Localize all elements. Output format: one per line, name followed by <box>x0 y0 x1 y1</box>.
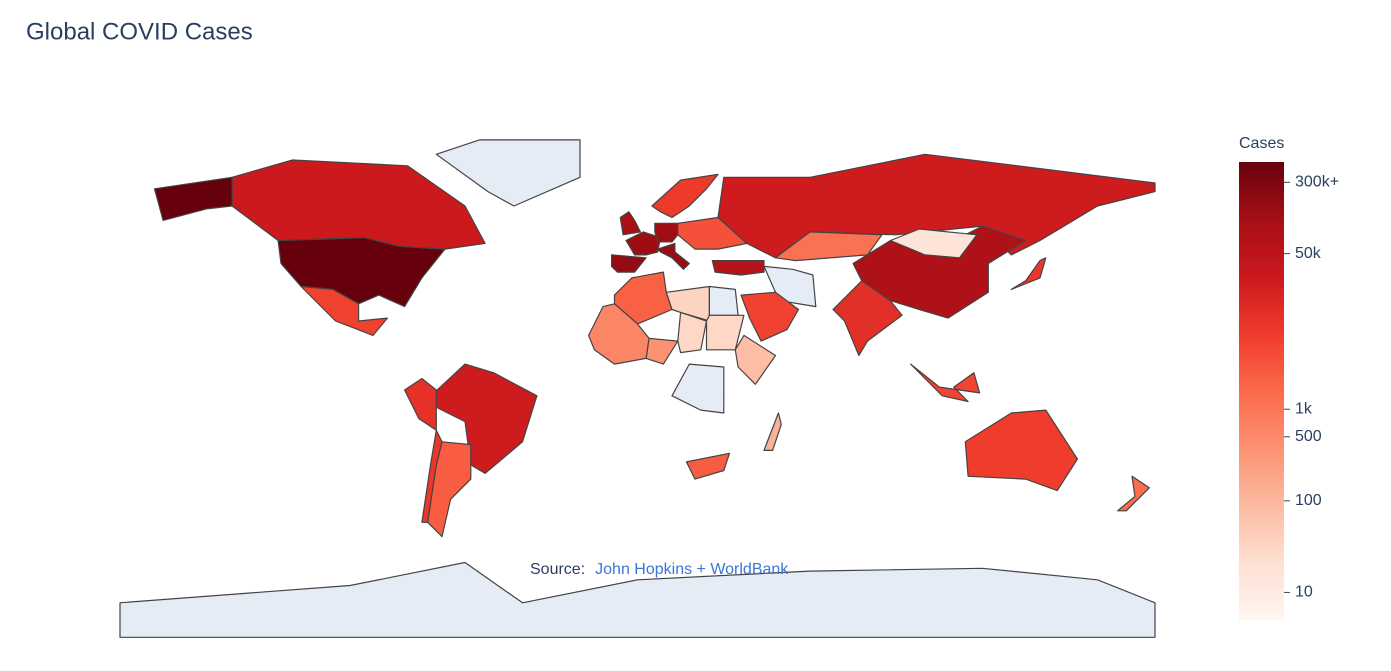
country <box>711 260 765 276</box>
colorbar-tick-label: 300k+ <box>1295 174 1339 191</box>
colorbar-ticks: 300k+ 50k 1k 500 100 10 <box>1284 174 1339 601</box>
colorbar-tick-label: 1k <box>1295 400 1313 417</box>
country <box>705 314 745 351</box>
country <box>832 280 903 357</box>
country <box>588 303 650 365</box>
country <box>619 211 641 236</box>
country <box>774 231 883 262</box>
colorbar-tick-label: 10 <box>1295 584 1313 601</box>
country <box>763 412 782 451</box>
country <box>435 139 581 207</box>
country <box>645 337 679 365</box>
country <box>964 409 1078 492</box>
map <box>119 139 1156 638</box>
country <box>153 176 233 221</box>
colorbar-tick-label: 100 <box>1295 492 1322 509</box>
colorbar-tick-label: 50k <box>1295 245 1322 262</box>
country <box>421 429 443 523</box>
country <box>404 377 437 431</box>
source-annotation: Source: John Hopkins + WorldBank <box>530 561 789 578</box>
colorbar-tick-label: 500 <box>1295 428 1322 445</box>
country <box>910 363 981 403</box>
country <box>654 222 679 243</box>
source-link[interactable]: John Hopkins + WorldBank <box>595 561 789 578</box>
colorbar-title: Cases <box>1239 135 1284 152</box>
country <box>625 231 662 256</box>
country <box>611 254 647 273</box>
country <box>231 159 486 250</box>
country <box>677 311 708 354</box>
country <box>671 363 725 414</box>
country <box>734 334 777 385</box>
country <box>657 242 690 270</box>
source-prefix: Source: <box>530 561 585 578</box>
country <box>1117 475 1150 512</box>
colorbar <box>1239 162 1284 620</box>
country <box>889 228 978 259</box>
country <box>424 363 538 474</box>
country <box>1010 257 1047 290</box>
country <box>677 216 748 250</box>
country <box>651 173 719 219</box>
chart-title: Global COVID Cases <box>26 18 253 45</box>
country <box>708 285 739 316</box>
country <box>740 291 800 342</box>
country <box>685 452 731 480</box>
country <box>119 561 1156 638</box>
country <box>717 153 1156 259</box>
country <box>300 285 388 336</box>
